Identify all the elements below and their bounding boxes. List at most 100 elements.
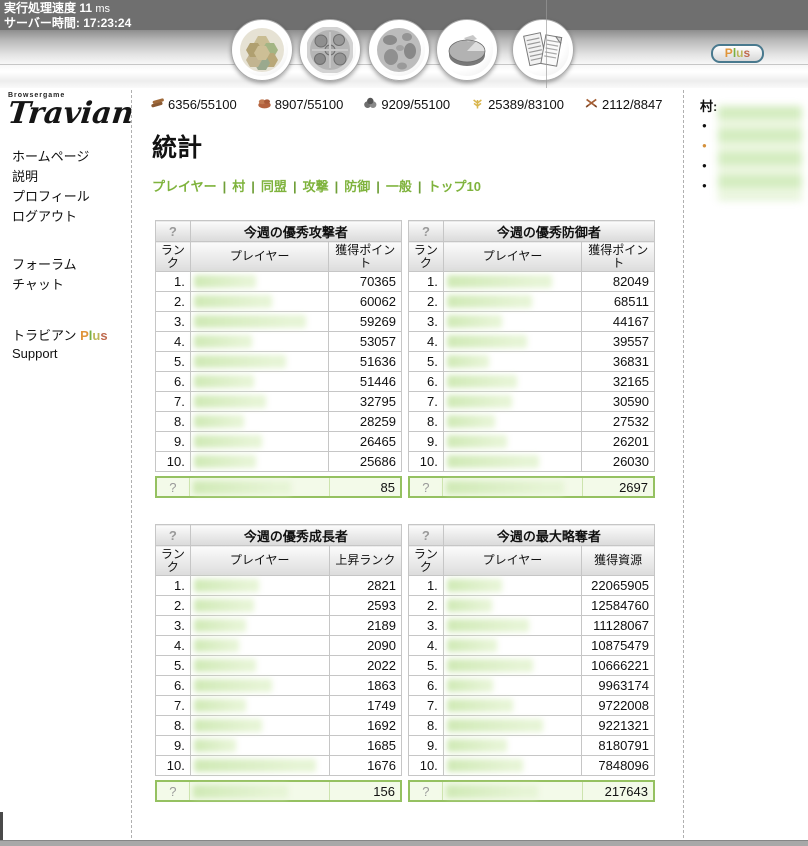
table-row: 7. 32795 [155,391,402,412]
village-list-item-2[interactable]: ● [702,157,707,172]
player-cell[interactable] [442,451,583,472]
player-cell[interactable] [189,575,330,596]
blurred-player-name [193,699,246,712]
player-cell[interactable] [442,695,583,716]
player-cell[interactable] [189,411,330,432]
rank-cell: 6. [155,371,191,392]
map-icon[interactable] [368,19,430,81]
help-link[interactable]: ? [421,223,430,239]
player-cell[interactable] [442,615,583,636]
player-cell[interactable] [442,635,583,656]
iron-icon [363,97,378,112]
player-cell[interactable] [442,311,583,332]
player-cell[interactable] [189,451,330,472]
player-cell[interactable] [189,755,330,776]
rank-cell: 9. [408,735,444,756]
player-cell[interactable] [189,371,330,392]
footer-player-cell[interactable] [441,781,583,801]
village-list-item-1[interactable]: ● [702,137,707,152]
statistics-icon[interactable] [436,19,498,81]
resources-overview-icon[interactable] [231,19,293,81]
player-cell[interactable] [189,291,330,312]
stats-tab-6[interactable]: トップ10 [427,179,482,194]
bottom-gray-bar [0,840,808,846]
player-cell[interactable] [442,331,583,352]
player-cell[interactable] [442,735,583,756]
table-row: 1. 82049 [408,271,655,292]
help-link[interactable]: ? [422,479,430,495]
plus-button[interactable]: Plus [711,44,764,63]
help-link[interactable]: ? [169,479,177,495]
stats-tab-3[interactable]: 攻撃 [302,179,329,194]
sidebar-item-0[interactable]: ホームページ [12,149,90,164]
footer-player-cell[interactable] [441,477,583,497]
player-cell[interactable] [189,635,330,656]
player-cell[interactable] [442,675,583,696]
value-cell: 51636 [328,351,402,372]
player-cell[interactable] [189,331,330,352]
sidebar-item-2[interactable]: プロフィール [12,189,90,204]
table-row: 8. 9221321 [408,715,655,736]
village-list-item-3[interactable]: ● [702,177,707,192]
player-cell[interactable] [442,755,583,776]
player-cell[interactable] [189,351,330,372]
footer-player-cell[interactable] [188,477,330,497]
help-link[interactable]: ? [169,783,177,799]
player-cell[interactable] [189,715,330,736]
player-cell[interactable] [189,675,330,696]
help-link[interactable]: ? [422,783,430,799]
village-center-icon[interactable] [299,19,361,81]
footer-player-cell[interactable] [188,781,330,801]
stats-tab-4[interactable]: 防御 [344,179,371,194]
player-cell[interactable] [189,311,330,332]
player-cell[interactable] [189,655,330,676]
player-cell[interactable] [189,431,330,452]
blurred-player-name [446,395,512,408]
own-rank-footer: ? 2697 [408,476,655,498]
rank-cell: 9. [155,431,191,452]
value-cell: 11128067 [581,615,655,636]
help-link[interactable]: ? [168,223,177,239]
player-cell[interactable] [442,715,583,736]
sidebar-item-1[interactable]: 説明 [12,169,39,184]
sidebar-item-travian-plus[interactable]: トラビアン Plus [12,325,108,344]
help-link[interactable]: ? [421,527,430,543]
player-cell[interactable] [442,271,583,292]
sidebar-item-3[interactable]: ログアウト [12,209,78,224]
player-cell[interactable] [442,371,583,392]
reports-icon[interactable] [512,19,574,81]
sidebar-community-item-0[interactable]: フォーラム [12,257,77,272]
player-cell[interactable] [442,411,583,432]
rank-cell: 8. [155,715,191,736]
player-cell[interactable] [189,695,330,716]
help-link[interactable]: ? [168,527,177,543]
value-cell: 1692 [328,715,403,736]
player-cell[interactable] [189,391,330,412]
stats-tab-1[interactable]: 村 [232,179,246,194]
player-cell[interactable] [442,431,583,452]
stats-tab-2[interactable]: 同盟 [260,179,287,194]
player-cell[interactable] [189,595,330,616]
value-cell: 70365 [328,271,402,292]
player-cell[interactable] [189,271,330,292]
stats-tab-0[interactable]: プレイヤー [152,179,217,194]
player-cell[interactable] [189,615,330,636]
player-cell[interactable] [442,595,583,616]
value-cell: 25686 [328,451,402,472]
player-cell[interactable] [442,391,583,412]
player-cell[interactable] [442,351,583,372]
player-cell[interactable] [442,291,583,312]
village-list-item-0[interactable]: ● [702,117,707,132]
player-cell[interactable] [442,655,583,676]
footer-value-cell: 85 [328,477,401,497]
sidebar-community-item-1[interactable]: チャット [12,277,64,292]
player-cell[interactable] [189,735,330,756]
rank-cell: 4. [408,635,444,656]
table-row: 5. 10666221 [408,655,655,676]
sidebar-item-support[interactable]: Support [12,346,58,361]
table-row: 3. 2189 [155,615,403,636]
travian-logo[interactable]: Browsergame Travian [6,92,135,131]
player-cell[interactable] [442,575,583,596]
stats-tab-5[interactable]: 一般 [385,179,412,194]
